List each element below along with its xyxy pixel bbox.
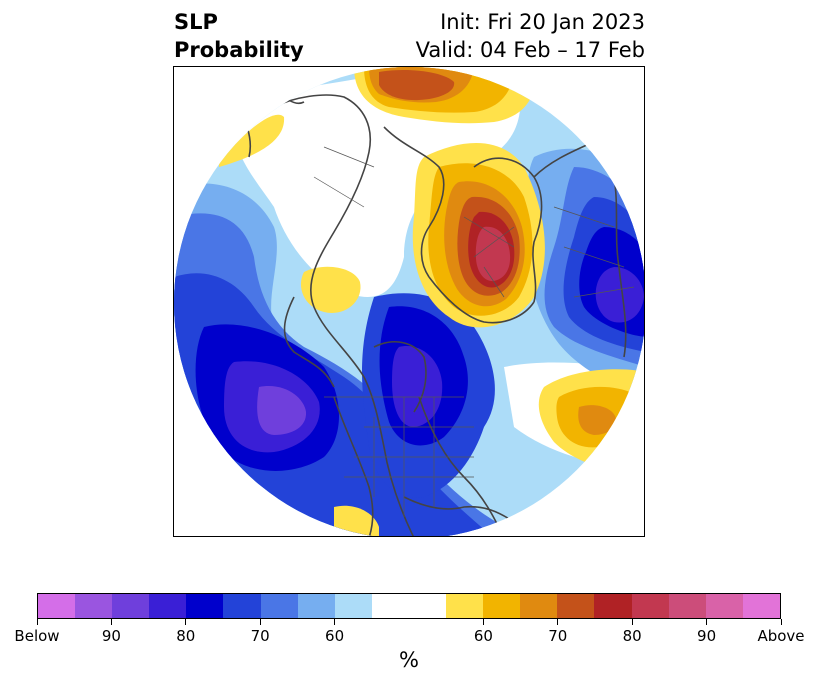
colorbar-segment [112,594,150,618]
probability-map [174,67,644,536]
above-patch [300,266,361,313]
init-date: Init: Fri 20 Jan 2023 [440,10,645,34]
colorbar-tick [259,619,261,625]
colorbar-segment [149,594,187,618]
below-lobe-north-america [392,346,443,427]
colorbar-tick-label: Below [14,627,60,645]
colorbar-segment [223,594,261,618]
colorbar-segment [631,594,669,618]
colorbar-tick-label: 90 [101,627,121,645]
colorbar-tick-label: 60 [325,627,345,645]
chart-dates: Init: Fri 20 Jan 2023 Valid: 04 Feb – 17… [416,8,645,64]
colorbar-segment [557,594,595,618]
above-lobe-north [379,70,455,101]
colorbar-segment [334,594,372,618]
map-panel [173,66,645,537]
colorbar-segment [75,594,113,618]
colorbar-tick-label: 70 [250,627,270,645]
colorbar-segment [260,594,298,618]
colorbar-segment [297,594,335,618]
colorbar [37,593,781,619]
below-lobe-pacific [257,386,307,435]
colorbar-tick [706,619,708,625]
colorbar-segment [668,594,706,618]
colorbar-segment [520,594,558,618]
above-patch [578,405,617,435]
country-borders [313,146,635,517]
colorbar-tick [185,619,187,625]
colorbar-tick-label: Above [757,627,805,645]
colorbar-tick-label: 70 [548,627,568,645]
coastlines [233,86,644,536]
colorbar-segment [705,594,743,618]
colorbar-tick [780,619,782,625]
valid-range: Valid: 04 Feb – 17 Feb [415,38,645,62]
colorbar-unit: % [399,648,419,672]
colorbar-tick-label: 60 [473,627,493,645]
colorbar-segment [594,594,632,618]
colorbar-segment [371,594,409,618]
title-product: Probability [174,38,304,62]
above-patch [219,114,285,167]
colorbar-segment [38,594,76,618]
colorbar-tick-label: 80 [176,627,196,645]
colorbar-tick [482,619,484,625]
colorbar-segment [483,594,521,618]
colorbar-tick [334,619,336,625]
colorbar-tick-label: 80 [622,627,642,645]
chart-title: SLP Probability [174,8,304,64]
colorbar-segment [446,594,484,618]
below-lobe-europe [595,267,644,323]
colorbar-tick [110,619,112,625]
colorbar-tick [631,619,633,625]
colorbar-segment [408,594,447,618]
title-variable: SLP [174,10,218,34]
neutral-zone [232,67,521,297]
colorbar-tick [36,619,38,625]
colorbar-segment [186,594,224,618]
colorbar-segment [742,594,780,618]
colorbar-tick [557,619,559,625]
colorbar-tick-label: 90 [697,627,717,645]
